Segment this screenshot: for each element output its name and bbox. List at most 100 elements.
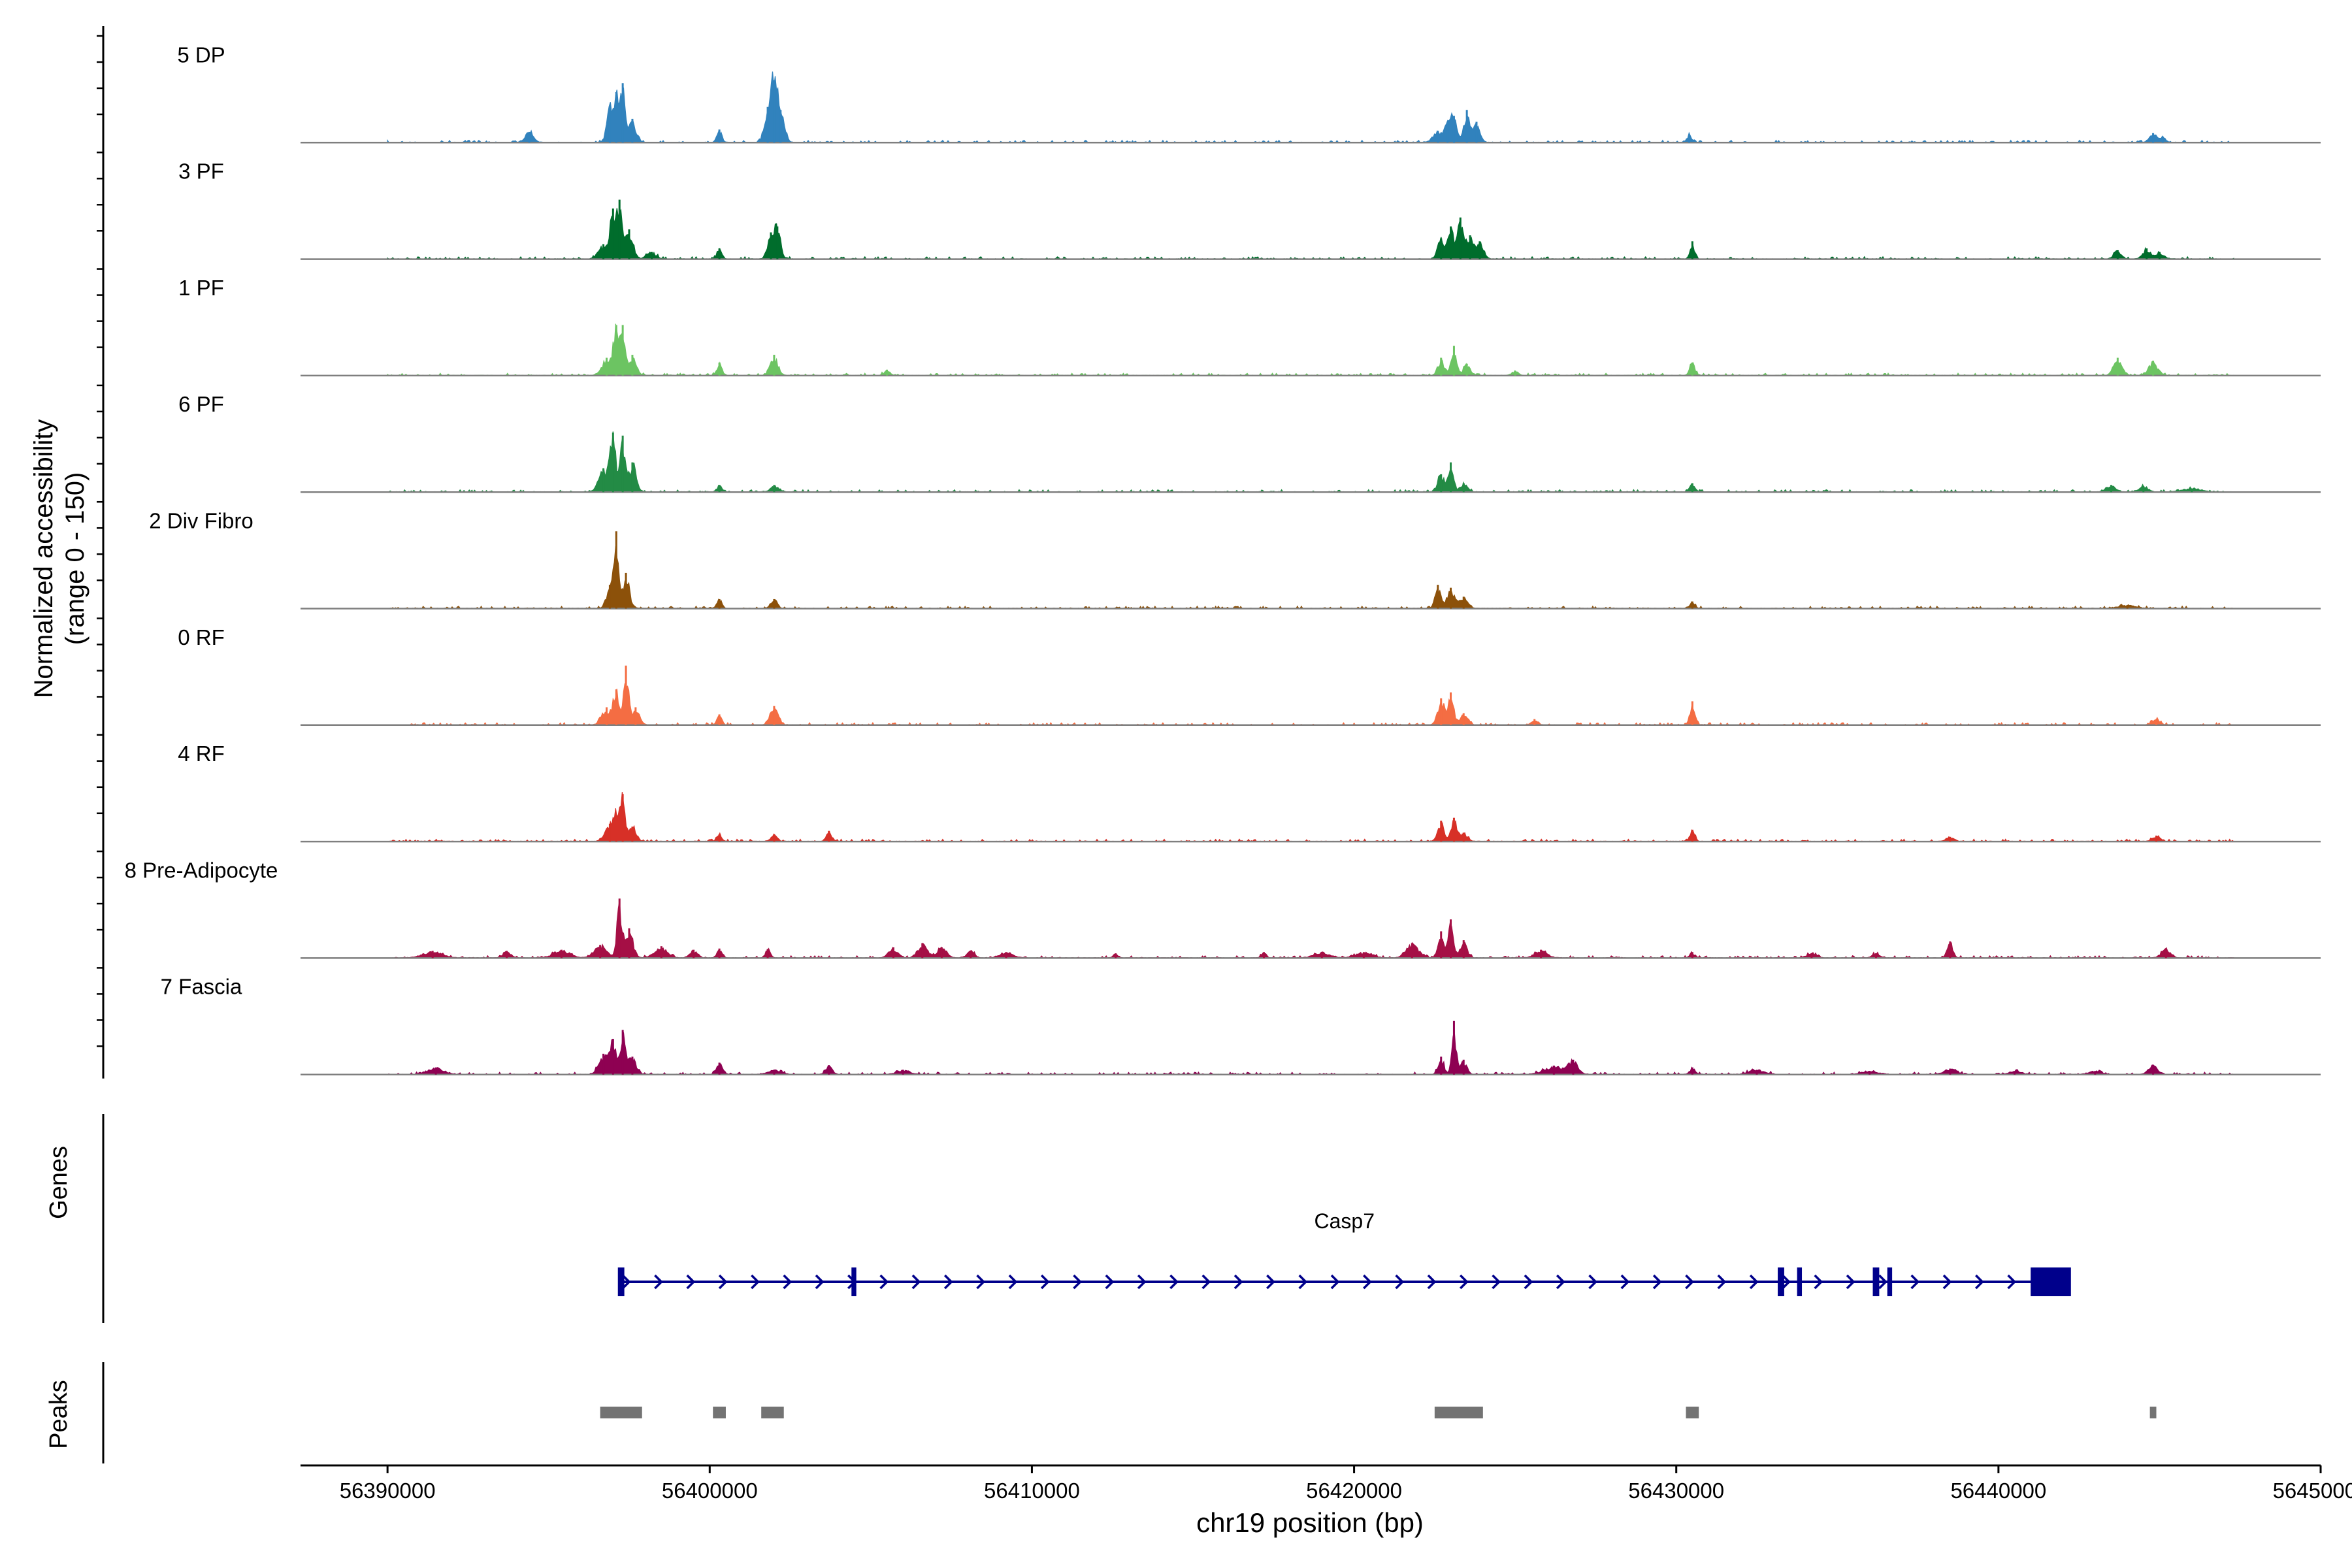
strand-arrow [783,1274,792,1290]
x-tick-label: 56400000 [662,1478,758,1503]
strand-arrow [1556,1274,1565,1290]
track-3-pf: 3 PF [178,159,2321,260]
coverage-area [387,900,2234,959]
track-label: 4 RF [178,742,225,766]
track-4-rf: 4 RF [178,742,2321,843]
peak-region [600,1407,642,1418]
strand-arrow [1942,1274,1952,1290]
strand-arrow [1846,1274,1855,1290]
track-7-fascia: 7 Fascia [161,975,2321,1075]
strand-arrow [879,1274,889,1290]
track-label: 8 Pre-Adipocyte [125,858,278,882]
track-label: 1 PF [178,276,224,300]
strand-arrow [911,1274,921,1290]
strand-arrow [1137,1274,1147,1290]
peaks-panel-label: Peaks [45,1380,73,1449]
track-5-dp: 5 DP [177,42,2321,144]
strand-arrow [1975,1274,1984,1290]
track-label: 7 Fascia [161,975,242,999]
track-label: 0 RF [178,625,225,649]
track-0-rf: 0 RF [178,625,2321,727]
gene-exon [851,1267,857,1296]
strand-arrow [2007,1274,2017,1290]
gene-exon [1778,1267,1784,1296]
coverage-area [387,1030,2234,1075]
strand-arrow [1492,1274,1501,1290]
strand-arrow [1266,1274,1275,1290]
strand-arrow [1233,1274,1243,1290]
strand-arrow [1620,1274,1630,1290]
peak-region [1434,1407,1483,1418]
peak-panel: Peaks [45,1362,2157,1463]
strand-arrow [1201,1274,1211,1290]
strand-arrow [1878,1274,1887,1290]
strand-arrow [1105,1274,1115,1290]
gene-exon [1872,1267,1880,1296]
strand-arrow [943,1274,953,1290]
coverage-area [387,71,2234,144]
x-tick-label: 56440000 [1950,1478,2046,1503]
strand-arrow [654,1274,663,1290]
x-tick-label: 56410000 [984,1478,1080,1503]
gene-exon [1797,1267,1803,1296]
track-label: 6 PF [178,392,224,416]
track-1-pf: 1 PF [178,276,2321,377]
track-8-pre-adipocyte: 8 Pre-Adipocyte [125,858,2321,959]
strand-arrow [815,1274,825,1290]
strand-arrow [1717,1274,1727,1290]
track-label: 2 Div Fibro [149,509,253,533]
x-tick-label: 56390000 [340,1478,436,1503]
strand-arrow [1685,1274,1694,1290]
coverage-area [387,431,2234,493]
y-axis-range-label: (range 0 - 150) [61,472,90,645]
strand-arrow [1169,1274,1179,1290]
strand-arrow [976,1274,986,1290]
strand-arrow [1524,1274,1533,1290]
x-axis-label: chr19 position (bp) [1196,1507,1424,1538]
strand-arrow [1782,1274,1791,1290]
x-tick-label: 56450000 [2273,1478,2352,1503]
track-label: 5 DP [177,42,225,67]
strand-arrow [1460,1274,1469,1290]
strand-arrow [1073,1274,1082,1290]
strand-arrow [686,1274,696,1290]
coverage-tracks: 5 DP 3 PF 1 PF 6 PF 2 Div Fibro 0 RF 4 RF 8 Pre… [125,42,2321,1075]
strand-arrow [718,1274,728,1290]
gene-casp7: Casp7 [617,1209,2071,1296]
strand-arrow [1910,1274,1920,1290]
strand-arrow [1427,1274,1437,1290]
gene-panel: Genes Casp7 [45,1114,2071,1323]
strand-arrow [1749,1274,1759,1290]
strand-arrow [751,1274,760,1290]
coverage-area [387,546,2234,610]
coverage-area [387,792,2234,843]
track-2-div-fibro: 2 Div Fibro [149,509,2321,610]
coverage-area [387,683,2234,726]
coverage-area [387,208,2234,260]
coverage-area [387,323,2234,377]
peak-region [713,1407,726,1418]
strand-arrow [1588,1274,1597,1290]
peak-region [2149,1407,2157,1418]
x-axis: 56390000 56400000 56410000 56420000 56430000… [301,1464,2352,1503]
strand-arrow [621,1274,631,1290]
strand-arrow [1395,1274,1405,1290]
strand-arrow [1814,1274,1823,1290]
gene-exon [617,1267,625,1296]
y-axis-label: Normalized accessibility [29,419,58,698]
genes-panel-label: Genes [45,1146,73,1219]
track-label: 3 PF [178,159,224,184]
gene-exon [2031,1267,2071,1296]
gene-name: Casp7 [1315,1209,1375,1233]
strand-arrow [1652,1274,1662,1290]
strand-arrow [1330,1274,1340,1290]
gene-exon [1887,1267,1893,1296]
x-tick-label: 56420000 [1306,1478,1402,1503]
peak-region [1686,1407,1699,1418]
peak-region [761,1407,784,1418]
strand-arrow [1363,1274,1372,1290]
y-axes [97,26,105,1079]
track-6-pf: 6 PF [178,392,2321,493]
strand-arrow [1040,1274,1050,1290]
